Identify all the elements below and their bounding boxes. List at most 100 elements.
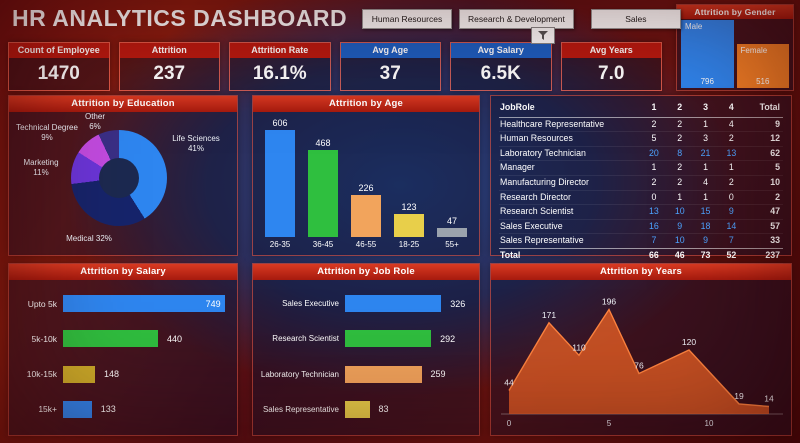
x-tick-label: 5	[607, 419, 612, 428]
years-area[interactable]	[509, 309, 769, 415]
table-row[interactable]: Research Director 0 1 1 0 2	[499, 190, 783, 205]
filter-button-research-development[interactable]: Research & Development	[459, 9, 574, 29]
funnel-icon	[538, 31, 548, 40]
bar-category-label: Research Scientist	[272, 334, 339, 344]
table-cell: 2	[728, 177, 734, 188]
bar-row: Sales Representative 83	[259, 399, 469, 419]
bar-category-label: Laboratory Technician	[260, 369, 339, 379]
column-header[interactable]: 2	[666, 101, 693, 118]
attrition-by-gender-title: Attrition by Gender	[677, 5, 793, 19]
role-bars: Sales Executive 326 Research Scientist 292 L…	[259, 286, 469, 427]
age-bar[interactable]	[437, 228, 467, 237]
age-bar[interactable]	[394, 214, 424, 237]
gender-bar-label: Male	[685, 22, 703, 31]
bar-row: Sales Executive 326	[259, 294, 469, 314]
age-bar-category: 26-35	[269, 240, 291, 249]
age-bar[interactable]	[351, 195, 381, 237]
bar[interactable]	[345, 295, 442, 313]
table-cell: 2	[677, 162, 683, 173]
table-row[interactable]: Healthcare Representative 2 2 1 4 9	[499, 117, 783, 132]
donut-label-technical-degree: Technical Degree 9	[11, 123, 83, 144]
table-cell: 2	[677, 133, 683, 144]
age-bar-category: 36-45	[312, 240, 334, 249]
column-header[interactable]: JobRole	[499, 101, 641, 118]
kpi-avg-age: Avg Age 37	[339, 42, 441, 91]
table-cell: 1	[677, 191, 683, 202]
kpi-attrition-rate: Attrition Rate 16.1%	[229, 42, 331, 91]
table-row[interactable]: Sales Representative 7 10 9 7 33	[499, 234, 783, 249]
bar[interactable]	[63, 365, 95, 383]
table-cell: Human Resources	[500, 133, 573, 144]
column-header[interactable]: 1	[641, 101, 667, 118]
filter-button-human-resources[interactable]: Human Resources	[362, 9, 452, 29]
table-cell: Manager	[500, 162, 535, 173]
age-bar-group: 606 26-35	[265, 118, 295, 249]
years-line	[508, 308, 770, 408]
column-header[interactable]: Total	[744, 101, 783, 118]
column-header[interactable]: 4	[718, 101, 745, 118]
kpi-avg-years: Avg Years 7.0	[560, 42, 662, 91]
attrition-by-age-title: Attrition by Age	[253, 96, 479, 112]
attrition-by-years-panel: Attrition by Years 44 171 110 196 76 120 19 14 0…	[490, 263, 792, 436]
table-cell: 2	[677, 177, 683, 188]
filter-button-sales[interactable]: Sales	[590, 9, 681, 29]
bar[interactable]	[345, 400, 370, 418]
table-cell: Total	[499, 248, 641, 264]
dashboard-title: HR ANALYTICS DASHBOARD	[12, 5, 348, 31]
bar-track: 440	[63, 330, 227, 348]
attrition-by-education-title: Attrition by Education	[9, 96, 237, 112]
bar-value: 83	[378, 404, 389, 415]
table-row[interactable]: Manager 1 2 1 1 5	[499, 161, 783, 176]
bar-row: Laboratory Technician 259	[259, 364, 469, 384]
bar-track: 749	[63, 295, 227, 313]
bar[interactable]: 749	[63, 295, 225, 313]
table-cell: 52	[718, 248, 745, 264]
bar[interactable]	[345, 330, 432, 348]
kpi-label: Attrition	[119, 43, 219, 58]
bar[interactable]	[63, 400, 92, 418]
bar-category-label: 10k-15k	[26, 369, 57, 380]
table-cell: 237	[744, 248, 783, 264]
jobrole-table: JobRole 1 2 3 4 Total Healthcare Representativ…	[499, 101, 783, 264]
age-bar-category: 18-25	[398, 240, 420, 249]
gender-bar[interactable]: Female 516	[736, 43, 789, 88]
bar-row: 10k-15k 148	[15, 364, 227, 384]
table-row[interactable]: Laboratory Technician 20 8 21 13 62	[499, 146, 783, 161]
table-row[interactable]: Sales Executive 16 9 18 14 57	[499, 219, 783, 234]
table-row[interactable]: Human Resources 5 2 3 2 12	[499, 132, 783, 147]
table-cell: 2	[677, 118, 683, 129]
table-cell: 46	[666, 248, 693, 264]
gender-bar[interactable]: Male 796	[681, 20, 734, 88]
bar-track: 259	[345, 365, 469, 383]
bar-value: 148	[103, 369, 119, 380]
column-header[interactable]: 3	[692, 101, 719, 118]
bar-track: 83	[345, 400, 469, 418]
attrition-by-job-role-title: Attrition by Job Role	[253, 264, 479, 280]
table-cell: 1	[703, 118, 708, 129]
age-bar[interactable]	[308, 150, 338, 237]
kpi-value: 6.5K	[451, 58, 551, 90]
bar-category-label: Sales Representative	[262, 404, 339, 414]
age-bars: 606 26-35 468 36-45 226 46-55 123 18-25 47 55+	[265, 118, 467, 249]
table-row[interactable]: Total 66 46 73 52 237	[499, 248, 783, 264]
slicer-funnel-icon[interactable]	[531, 27, 555, 44]
table-cell: 66	[641, 248, 667, 264]
bar-row: 15k+ 133	[15, 399, 227, 419]
bar[interactable]	[345, 365, 422, 383]
kpi-label: Avg Age	[340, 43, 440, 58]
jobrole-table-panel: JobRole 1 2 3 4 Total Healthcare Representativ…	[490, 95, 792, 264]
table-row[interactable]: Manufacturing Director 2 2 4 2 10	[499, 176, 783, 191]
data-label: 196	[602, 296, 616, 306]
table-cell: 13	[726, 147, 737, 158]
attrition-by-job-role-panel: Attrition by Job Role Sales Executive 326…	[252, 263, 480, 436]
table-cell: 0	[728, 191, 734, 202]
table-cell: 7	[651, 235, 657, 246]
gender-bar-value: 796	[700, 77, 714, 86]
kpi-attrition: Attrition 237	[118, 42, 220, 91]
kpi-avg-salary: Avg Salary 6.5K	[450, 42, 552, 91]
bar[interactable]	[63, 330, 158, 348]
bar-value: 326	[450, 298, 466, 309]
table-row[interactable]: Research Scientist 13 10 15 9 47	[499, 205, 783, 220]
age-bar[interactable]	[265, 130, 295, 237]
